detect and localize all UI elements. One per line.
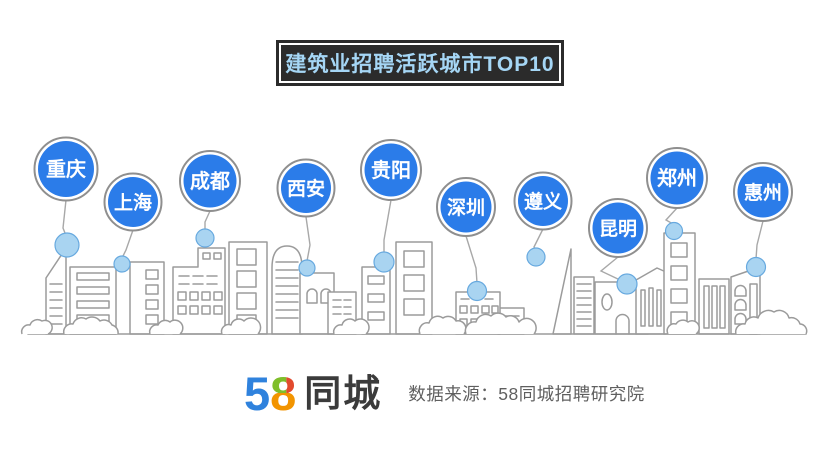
logo-digit-8: 8888 (270, 366, 297, 420)
city-skyline (20, 232, 808, 335)
city-bubble-guiyang: 贵阳 (360, 139, 422, 201)
city-bubble-kunming: 昆明 (588, 198, 648, 258)
city-label: 成都 (190, 169, 230, 193)
city-label: 重庆 (46, 157, 86, 181)
title-banner-frame: 建筑业招聘活跃城市TOP10 (281, 45, 559, 81)
city-label: 深圳 (447, 196, 485, 219)
city-bubble-chongqing: 重庆 (33, 136, 99, 202)
city-bubble-shenzhen: 深圳 (436, 177, 496, 237)
logo-digits: 5 8888 (244, 370, 296, 417)
city-label: 遵义 (524, 190, 562, 213)
city-bubble-huizhou: 惠州 (733, 162, 793, 222)
anchor-dots (54, 221, 767, 302)
data-source-text: 数据来源：58同城招聘研究院 (408, 383, 645, 404)
footer: 5 8888 同城 数据来源：58同城招聘研究院 (244, 366, 645, 420)
city-bubble-shanghai: 上海 (103, 172, 163, 232)
bubble-connectors (62, 199, 764, 284)
city-bubble-xian: 西安 (276, 158, 336, 218)
logo-58tongcheng: 5 8888 同城 (244, 370, 382, 417)
title-banner: 建筑业招聘活跃城市TOP10 (276, 40, 564, 86)
bushes (20, 309, 808, 335)
page-title: 建筑业招聘活跃城市TOP10 (285, 53, 555, 76)
city-bubble-chengdu: 成都 (179, 150, 241, 212)
city-label: 上海 (114, 191, 152, 214)
city-label: 西安 (287, 177, 325, 200)
city-label: 昆明 (599, 218, 637, 240)
city-label: 贵阳 (371, 159, 411, 182)
logo-wordmark: 同城 (304, 372, 383, 414)
logo-digit-5: 5 (244, 366, 271, 420)
city-label: 郑州 (657, 167, 697, 190)
city-bubble-zunyi: 遵义 (513, 171, 573, 231)
city-bubble-zhengzhou: 郑州 (646, 147, 708, 209)
city-label: 惠州 (744, 182, 782, 204)
